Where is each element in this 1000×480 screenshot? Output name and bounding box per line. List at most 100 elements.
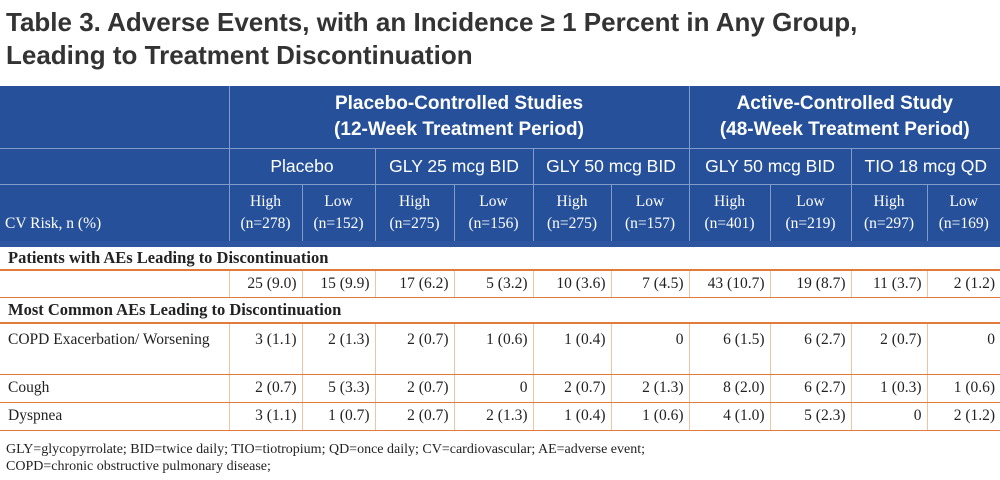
table-cell: 3 (1.1) xyxy=(228,323,302,375)
cv-risk-label: CV Risk, n (%) xyxy=(0,184,229,247)
table-cell: 1 (0.6) xyxy=(610,402,689,431)
arm-header-gly-25: GLY 25 mcg BID xyxy=(374,148,533,185)
risk-n: (n=275) xyxy=(389,214,440,232)
table-cell: 7 (4.5) xyxy=(610,270,689,298)
table-row: Dyspnea 3 (1.1) 1 (0.7) 2 (0.7) 2 (1.3) … xyxy=(0,402,1000,431)
table-cell: 0 xyxy=(926,323,1000,375)
header-group-placebo-controlled: Placebo-Controlled Studies (12-Week Trea… xyxy=(228,86,689,149)
header-corner xyxy=(0,148,229,185)
table-cell: 0 xyxy=(850,402,927,431)
table-cell: 6 (2.7) xyxy=(769,323,851,375)
table-cell: 0 xyxy=(453,374,533,403)
table-cell: 0 xyxy=(610,323,689,375)
group-title: Placebo-Controlled Studies xyxy=(334,92,584,114)
risk-level: High xyxy=(873,192,905,210)
table-cell: 2 (1.2) xyxy=(926,270,1000,298)
table-cell: 5 (3.3) xyxy=(301,374,375,403)
table-cell: 11 (3.7) xyxy=(850,270,927,298)
risk-col-header: High (n=278) xyxy=(228,184,302,247)
header-corner xyxy=(0,86,229,149)
table-cell: 2 (0.7) xyxy=(850,323,927,375)
row-label: Dyspnea xyxy=(0,402,229,431)
risk-level: Low xyxy=(479,192,508,210)
table-cell: 2 (0.7) xyxy=(374,323,454,375)
footnote-line-1: GLY=glycopyrrolate; BID=twice daily; TIO… xyxy=(6,442,645,457)
table-cell: 25 (9.0) xyxy=(228,270,302,298)
section-title: Most Common AEs Leading to Discontinuati… xyxy=(0,297,1000,324)
section-title: Patients with AEs Leading to Discontinua… xyxy=(0,244,1000,271)
table-cell: 2 (0.7) xyxy=(374,374,454,403)
section-header-row: Patients with AEs Leading to Discontinua… xyxy=(0,244,1000,271)
table-cell: 1 (0.6) xyxy=(453,323,533,375)
table-cell: 3 (1.1) xyxy=(228,402,302,431)
risk-n: (n=275) xyxy=(546,214,598,232)
table-cell: 19 (8.7) xyxy=(769,270,851,298)
risk-level: Low xyxy=(324,192,353,210)
table-cell: 1 (0.6) xyxy=(926,374,1000,403)
row-label: Cough xyxy=(0,374,229,403)
table-title: Table 3. Adverse Events, with an Inciden… xyxy=(6,6,996,72)
table-cell: 5 (2.3) xyxy=(769,402,851,431)
table-cell: 10 (3.6) xyxy=(532,270,611,298)
table-cell: 1 (0.7) xyxy=(301,402,375,431)
table-cell: 6 (1.5) xyxy=(688,323,770,375)
risk-level: High xyxy=(399,192,430,210)
header-group-row: Placebo-Controlled Studies (12-Week Trea… xyxy=(0,86,1000,149)
table-cell: 4 (1.0) xyxy=(688,402,770,431)
arm-header-gly-50-active-study: GLY 50 mcg BID xyxy=(688,148,851,185)
footnote-line-2: COPD=chronic obstructive pulmonary disea… xyxy=(6,459,271,474)
table-cell: 2 (0.7) xyxy=(374,402,454,431)
header-arm-row: Placebo GLY 25 mcg BID GLY 50 mcg BID GL… xyxy=(0,148,1000,185)
risk-col-header: High (n=275) xyxy=(532,184,611,247)
table-cell: 2 (0.7) xyxy=(532,374,611,403)
arm-header-gly-50-placebo-study: GLY 50 mcg BID xyxy=(532,148,689,185)
risk-level: High xyxy=(250,192,281,210)
risk-level: High xyxy=(714,192,745,210)
table-row: Cough 2 (0.7) 5 (3.3) 2 (0.7) 0 2 (0.7) … xyxy=(0,374,1000,403)
risk-n: (n=169) xyxy=(938,214,989,232)
risk-level: Low xyxy=(796,192,825,210)
risk-col-header: Low (n=157) xyxy=(610,184,689,247)
table-cell: 1 (0.3) xyxy=(850,374,927,403)
arm-header-placebo: Placebo xyxy=(228,148,375,185)
risk-col-header: Low (n=169) xyxy=(926,184,1000,247)
table-cell: 6 (2.7) xyxy=(769,374,851,403)
table-row: 25 (9.0) 15 (9.9) 17 (6.2) 5 (3.2) 10 (3… xyxy=(0,270,1000,298)
table-cell: 2 (1.2) xyxy=(926,402,1000,431)
risk-n: (n=157) xyxy=(624,214,676,232)
risk-col-header: High (n=401) xyxy=(688,184,770,247)
table-cell: 8 (2.0) xyxy=(688,374,770,403)
table-cell: 2 (1.3) xyxy=(610,374,689,403)
table-cell: 15 (9.9) xyxy=(301,270,375,298)
risk-col-header: Low (n=152) xyxy=(301,184,375,247)
adverse-events-table: Placebo-Controlled Studies (12-Week Trea… xyxy=(0,86,1000,431)
risk-col-header: Low (n=156) xyxy=(453,184,533,247)
risk-level: High xyxy=(556,192,588,210)
risk-level: Low xyxy=(949,192,978,210)
risk-col-header: High (n=297) xyxy=(850,184,927,247)
row-label xyxy=(0,270,229,298)
section-header-row: Most Common AEs Leading to Discontinuati… xyxy=(0,297,1000,324)
table-cell: 5 (3.2) xyxy=(453,270,533,298)
table-cell: 1 (0.4) xyxy=(532,323,611,375)
table-title-line-1: Table 3. Adverse Events, with an Inciden… xyxy=(6,7,858,37)
risk-n: (n=219) xyxy=(785,214,836,232)
risk-col-header: High (n=275) xyxy=(374,184,454,247)
group-title: Active-Controlled Study xyxy=(736,92,953,114)
risk-level: Low xyxy=(635,192,665,210)
group-period: (48-Week Treatment Period) xyxy=(719,118,970,140)
group-period: (12-Week Treatment Period) xyxy=(334,118,584,140)
risk-n: (n=156) xyxy=(468,214,519,232)
table-cell: 43 (10.7) xyxy=(688,270,770,298)
row-label: COPD Exacerbation/ Worsening xyxy=(0,323,229,375)
risk-n: (n=152) xyxy=(313,214,364,232)
risk-n: (n=278) xyxy=(240,214,291,232)
footnote: GLY=glycopyrrolate; BID=twice daily; TIO… xyxy=(6,441,996,475)
table-cell: 2 (1.3) xyxy=(301,323,375,375)
table-row: COPD Exacerbation/ Worsening 3 (1.1) 2 (… xyxy=(0,323,1000,375)
arm-header-tio-18: TIO 18 mcg QD xyxy=(850,148,1000,185)
table-title-line-2: Leading to Treatment Discontinuation xyxy=(6,40,473,70)
risk-n: (n=401) xyxy=(704,214,755,232)
table-cell: 2 (1.3) xyxy=(453,402,533,431)
risk-n: (n=297) xyxy=(863,214,915,232)
